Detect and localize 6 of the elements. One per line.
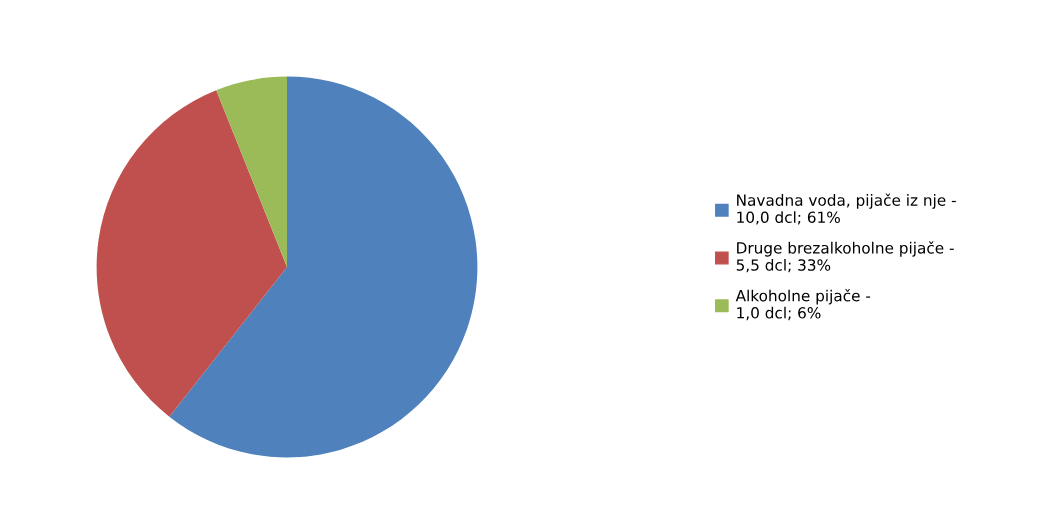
pie-slice: [169, 76, 478, 458]
legend-label: Navadna voda, pijače iz nje - 10,0 dcl; 61%: [737, 193, 956, 225]
pie-slice: [96, 90, 287, 417]
pie-slice: [216, 76, 287, 267]
legend-label: Alkoholne pijače - 1,0 dcl; 6%: [735, 289, 871, 321]
legend-label: Druge brezalkoholne pijače - 5,5 dcl; 33%: [736, 241, 954, 273]
